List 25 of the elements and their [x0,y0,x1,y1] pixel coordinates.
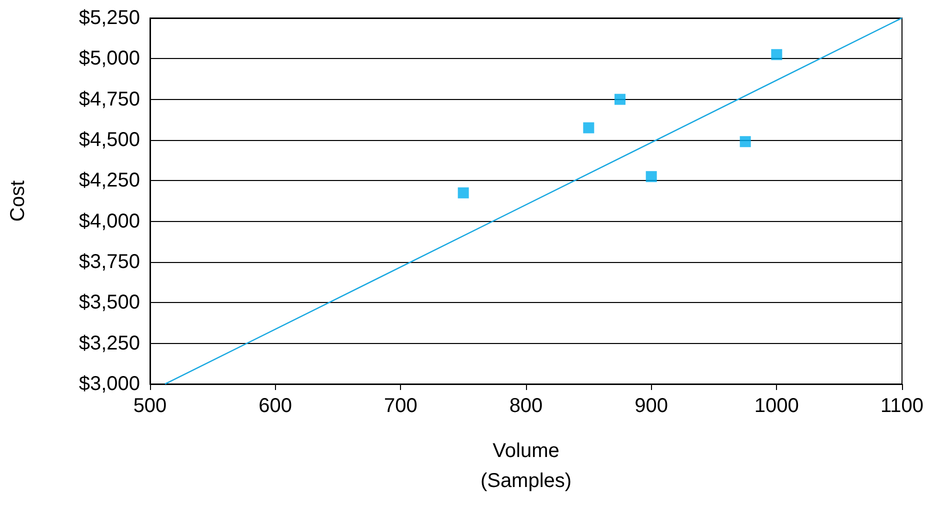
x-tick-label: 700 [384,395,418,417]
point [458,187,469,198]
x-tick-label: 500 [133,395,167,417]
x-tick-label: 800 [509,395,543,417]
y-tick-label: $5,000 [78,48,140,70]
y-tick-label: $4,750 [78,88,140,110]
y-tick-label: $4,500 [78,129,140,151]
y-tick-label: $3,750 [78,251,140,273]
point [646,171,657,182]
y-axis-title: Cost [7,180,29,222]
point [614,94,626,105]
y-tick-label: $5,250 [78,7,140,29]
point [583,122,594,134]
y-tick-label: $4,250 [78,170,140,192]
x-axis-title: Volume (Samples) [480,440,572,492]
x-tick-label: 600 [258,395,292,417]
y-tick-label: $3,000 [78,373,140,395]
x-tick-label: 900 [634,395,668,417]
y-tick-label: $4,000 [78,210,140,232]
point [771,49,782,60]
y-tick-label: $3,250 [78,332,140,354]
x-tick-label: 1000 [754,395,799,417]
x-tick-label: 1100 [880,395,924,417]
y-tick-label: $3,500 [78,292,140,314]
point [740,136,751,148]
